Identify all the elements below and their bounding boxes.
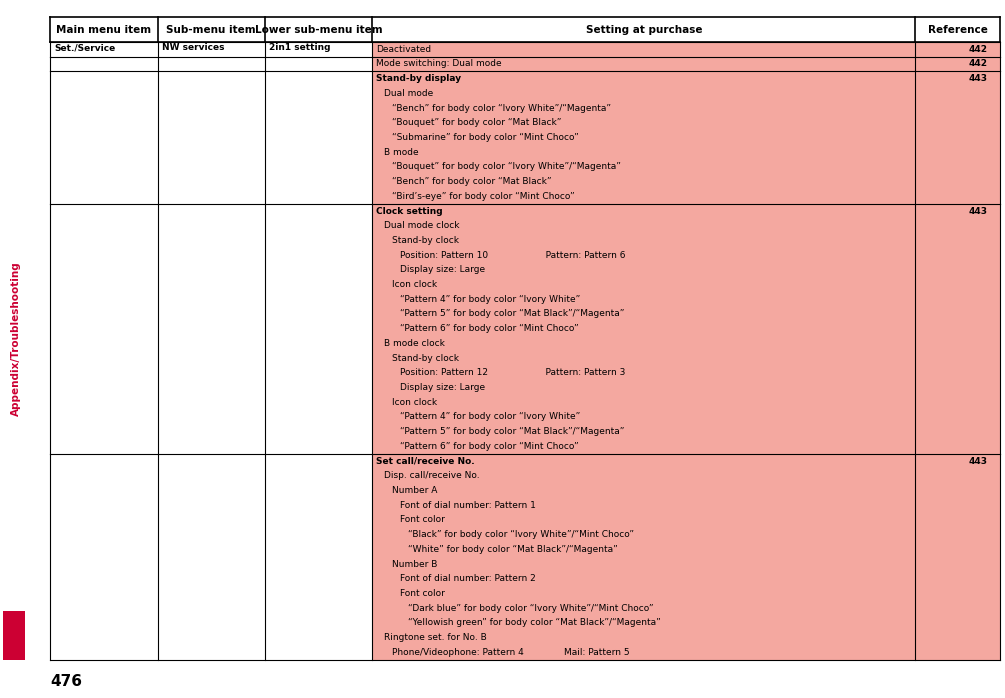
Text: 476: 476 bbox=[50, 674, 82, 688]
Text: Lower sub-menu item: Lower sub-menu item bbox=[254, 24, 382, 35]
Polygon shape bbox=[916, 42, 1000, 57]
Text: Main menu item: Main menu item bbox=[56, 24, 152, 35]
Polygon shape bbox=[50, 17, 1000, 42]
Text: Font color: Font color bbox=[400, 515, 445, 524]
Text: 443: 443 bbox=[968, 207, 987, 216]
Polygon shape bbox=[916, 204, 1000, 454]
Text: 443: 443 bbox=[968, 456, 987, 466]
Text: Set call/receive No.: Set call/receive No. bbox=[376, 456, 474, 466]
Text: B mode clock: B mode clock bbox=[384, 339, 445, 348]
Text: Number B: Number B bbox=[392, 560, 438, 568]
Text: B mode: B mode bbox=[384, 148, 419, 156]
Polygon shape bbox=[372, 42, 916, 57]
Polygon shape bbox=[50, 204, 158, 454]
Text: Display size: Large: Display size: Large bbox=[400, 265, 485, 274]
Polygon shape bbox=[372, 204, 916, 454]
Text: “Bouquet” for body color “Ivory White”/“Magenta”: “Bouquet” for body color “Ivory White”/“… bbox=[392, 163, 621, 172]
Text: Icon clock: Icon clock bbox=[392, 398, 437, 407]
Text: Font of dial number: Pattern 1: Font of dial number: Pattern 1 bbox=[400, 500, 537, 510]
Text: 443: 443 bbox=[968, 74, 987, 83]
Polygon shape bbox=[50, 57, 158, 71]
Text: “White” for body color “Mat Black”/“Magenta”: “White” for body color “Mat Black”/“Mage… bbox=[408, 545, 618, 554]
Text: Font of dial number: Pattern 2: Font of dial number: Pattern 2 bbox=[400, 574, 536, 584]
Polygon shape bbox=[372, 71, 916, 204]
Text: “Black” for body color “Ivory White”/“Mint Choco”: “Black” for body color “Ivory White”/“Mi… bbox=[408, 530, 634, 539]
Polygon shape bbox=[265, 71, 372, 204]
Text: Setting at purchase: Setting at purchase bbox=[586, 24, 702, 35]
Polygon shape bbox=[916, 454, 1000, 660]
Text: Mode switching: Dual mode: Mode switching: Dual mode bbox=[376, 59, 501, 68]
Polygon shape bbox=[372, 57, 916, 71]
Text: “Bird’s-eye” for body color “Mint Choco”: “Bird’s-eye” for body color “Mint Choco” bbox=[392, 192, 575, 201]
Text: Number A: Number A bbox=[392, 486, 438, 495]
Text: “Pattern 4” for body color “Ivory White”: “Pattern 4” for body color “Ivory White” bbox=[400, 413, 581, 422]
Text: “Bench” for body color “Mat Black”: “Bench” for body color “Mat Black” bbox=[392, 177, 552, 186]
Polygon shape bbox=[916, 71, 1000, 204]
Text: “Yellowish green” for body color “Mat Black”/“Magenta”: “Yellowish green” for body color “Mat Bl… bbox=[408, 618, 661, 628]
Text: Phone/Videophone: Pattern 4              Mail: Pattern 5: Phone/Videophone: Pattern 4 Mail: Patter… bbox=[392, 648, 630, 657]
Polygon shape bbox=[372, 454, 916, 660]
Text: Ringtone set. for No. B: Ringtone set. for No. B bbox=[384, 633, 487, 642]
Text: Disp. call/receive No.: Disp. call/receive No. bbox=[384, 471, 480, 480]
Text: Position: Pattern 10                    Pattern: Pattern 6: Position: Pattern 10 Pattern: Pattern 6 bbox=[400, 251, 626, 260]
Text: Position: Pattern 12                    Pattern: Pattern 3: Position: Pattern 12 Pattern: Pattern 3 bbox=[400, 369, 626, 378]
Text: Reference: Reference bbox=[928, 24, 988, 35]
Text: 442: 442 bbox=[968, 45, 987, 54]
Text: Dual mode: Dual mode bbox=[384, 89, 433, 98]
Text: 442: 442 bbox=[968, 59, 987, 68]
Text: Appendix/Troubleshooting: Appendix/Troubleshooting bbox=[11, 261, 21, 416]
Polygon shape bbox=[265, 57, 372, 71]
Text: NW services: NW services bbox=[162, 43, 224, 52]
Polygon shape bbox=[158, 42, 265, 57]
Text: 2in1 setting: 2in1 setting bbox=[269, 43, 331, 52]
Polygon shape bbox=[158, 71, 265, 204]
Polygon shape bbox=[158, 204, 265, 454]
Text: Dual mode clock: Dual mode clock bbox=[384, 221, 459, 230]
Polygon shape bbox=[158, 454, 265, 660]
Text: “Bouquet” for body color “Mat Black”: “Bouquet” for body color “Mat Black” bbox=[392, 118, 562, 127]
Text: Stand-by display: Stand-by display bbox=[376, 74, 461, 83]
Text: “Dark blue” for body color “Ivory White”/“Mint Choco”: “Dark blue” for body color “Ivory White”… bbox=[408, 604, 654, 613]
Text: Stand-by clock: Stand-by clock bbox=[392, 236, 459, 245]
Text: Stand-by clock: Stand-by clock bbox=[392, 354, 459, 362]
Text: Font color: Font color bbox=[400, 589, 445, 598]
Text: Display size: Large: Display size: Large bbox=[400, 383, 485, 392]
Text: “Submarine” for body color “Mint Choco”: “Submarine” for body color “Mint Choco” bbox=[392, 133, 579, 142]
Text: “Pattern 5” for body color “Mat Black”/“Magenta”: “Pattern 5” for body color “Mat Black”/“… bbox=[400, 427, 625, 436]
Text: “Pattern 6” for body color “Mint Choco”: “Pattern 6” for body color “Mint Choco” bbox=[400, 442, 579, 451]
Polygon shape bbox=[50, 42, 158, 57]
Polygon shape bbox=[50, 454, 158, 660]
Polygon shape bbox=[265, 454, 372, 660]
Text: Deactivated: Deactivated bbox=[376, 45, 431, 54]
Text: “Bench” for body color “Ivory White”/“Magenta”: “Bench” for body color “Ivory White”/“Ma… bbox=[392, 103, 611, 112]
Polygon shape bbox=[265, 204, 372, 454]
Text: “Pattern 6” for body color “Mint Choco”: “Pattern 6” for body color “Mint Choco” bbox=[400, 324, 579, 333]
Polygon shape bbox=[158, 57, 265, 71]
Text: “Pattern 4” for body color “Ivory White”: “Pattern 4” for body color “Ivory White” bbox=[400, 295, 581, 304]
Text: Sub-menu item: Sub-menu item bbox=[167, 24, 256, 35]
Text: “Pattern 5” for body color “Mat Black”/“Magenta”: “Pattern 5” for body color “Mat Black”/“… bbox=[400, 309, 625, 318]
Text: Set./Service: Set./Service bbox=[54, 43, 116, 52]
Polygon shape bbox=[265, 42, 372, 57]
Text: Icon clock: Icon clock bbox=[392, 280, 437, 289]
Polygon shape bbox=[916, 57, 1000, 71]
Polygon shape bbox=[50, 71, 158, 204]
FancyBboxPatch shape bbox=[3, 611, 25, 660]
Text: Clock setting: Clock setting bbox=[376, 207, 443, 216]
